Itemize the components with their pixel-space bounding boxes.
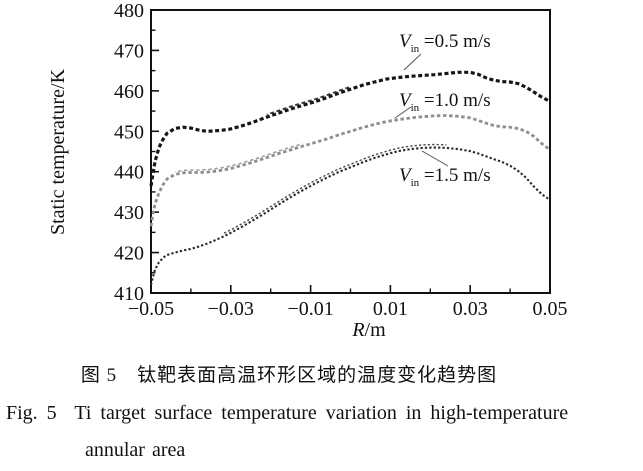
- leader-line-0: [403, 53, 422, 71]
- x-tick-label: 0.03: [453, 298, 488, 320]
- y-tick-label: 430: [114, 202, 144, 224]
- x-tick-label: −0.03: [208, 298, 254, 320]
- curve-label-v10-subscript: in: [410, 101, 420, 114]
- leader-line-2: [421, 150, 449, 167]
- curve-label-v15-value: =1.5 m/s: [419, 165, 491, 186]
- curve-label-v05: Vin =0.5 m/s: [399, 31, 491, 55]
- leader-line-1: [394, 106, 412, 119]
- series-curve-1-strand: [174, 142, 303, 173]
- series-curve-2-strand: [222, 143, 447, 235]
- x-axis-title: R/m: [351, 319, 386, 341]
- x-tick-label: 0.01: [373, 298, 408, 320]
- y-tick-label: 480: [114, 0, 144, 22]
- x-axis-title-symbol: R: [351, 319, 364, 341]
- curve-label-v15: Vin =1.5 m/s: [399, 165, 491, 189]
- caption-chinese: 图 5 钛靶表面高温环形区域的温度变化趋势图: [80, 365, 498, 386]
- curve-label-v05-subscript: in: [410, 42, 420, 55]
- curve-label-v10-symbol: V: [399, 90, 411, 111]
- caption-english-line1: Fig. 5 Ti target surface temperature var…: [6, 402, 569, 424]
- y-tick-label: 460: [114, 81, 144, 103]
- curve-label-v15-symbol: V: [399, 165, 411, 186]
- y-tick-label: 470: [114, 40, 144, 62]
- series-curve-0: [149, 70, 551, 187]
- series-curve-1: [149, 114, 551, 227]
- x-axis-title-unit: /m: [365, 319, 387, 341]
- y-axis-title: Static temperature/K: [47, 68, 69, 235]
- caption-english-line2: annular area: [85, 439, 186, 461]
- curve-label-v10: Vin =1.0 m/s: [399, 90, 491, 114]
- y-tick-label: 420: [114, 243, 144, 265]
- y-tick-label: 450: [114, 121, 144, 143]
- y-tick-label: 440: [114, 162, 144, 184]
- series-curve-2: [149, 146, 551, 286]
- x-tick-label: −0.05: [128, 298, 174, 320]
- x-tick-label: −0.01: [287, 298, 333, 320]
- y-tick-label: 410: [114, 283, 144, 305]
- temperature-chart: 410 420 430 440 450 460 470 480 −0.05 −0.03 −0.01 0…: [47, 0, 568, 341]
- curve-label-v10-value: =1.0 m/s: [419, 90, 491, 111]
- series-curve-0-strand: [266, 85, 351, 116]
- curve-label-v15-subscript: in: [410, 176, 420, 189]
- curve-label-v05-value: =0.5 m/s: [419, 31, 491, 52]
- curve-label-v05-symbol: V: [399, 31, 411, 52]
- x-tick-label: 0.05: [533, 298, 568, 320]
